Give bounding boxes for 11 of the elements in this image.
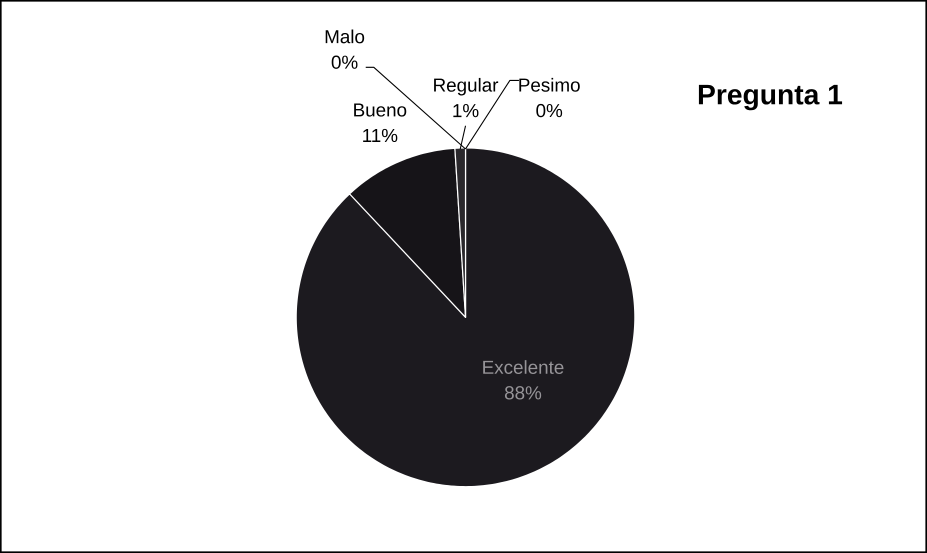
text: Pregunta 1 — [698, 84, 842, 110]
text: 0% — [332, 56, 358, 69]
slice-label: Bueno — [354, 103, 406, 117]
category-label: Pesimo — [519, 78, 580, 92]
text: 0% — [536, 104, 562, 118]
slice-label: Regular — [434, 78, 498, 96]
data-label: 88% — [504, 386, 542, 400]
data-label: 1% — [453, 104, 478, 118]
data-label: 11% — [363, 128, 398, 142]
slice-label: Excelente — [483, 360, 564, 374]
category-label: Malo — [326, 30, 364, 44]
